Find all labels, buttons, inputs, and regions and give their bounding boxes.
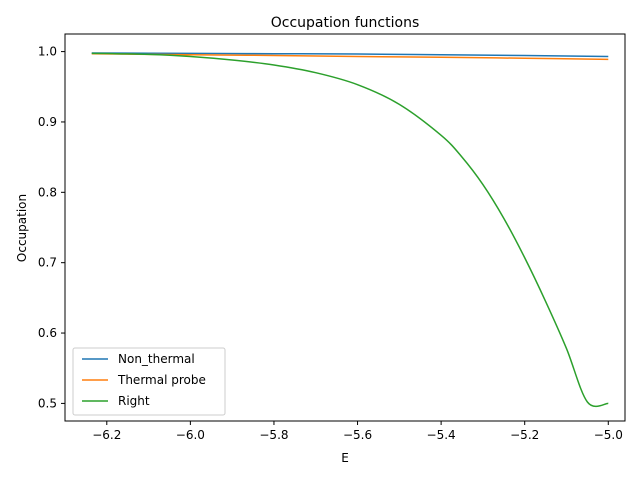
legend-label: Right <box>118 394 150 408</box>
x-axis-label: E <box>341 451 349 465</box>
x-tick-label: −6.0 <box>176 428 205 442</box>
y-tick-label: 0.5 <box>38 396 57 410</box>
y-axis-label: Occupation <box>15 194 29 262</box>
series-line-right <box>91 52 609 408</box>
series-line-non-thermal <box>91 52 609 58</box>
y-tick-label: 1.0 <box>38 45 57 59</box>
legend: Non_thermal Thermal probe Right <box>72 347 226 416</box>
x-tick-label: −5.8 <box>259 428 288 442</box>
x-tick-label: −5.6 <box>343 428 372 442</box>
x-tick-label: −5.0 <box>594 428 623 442</box>
series-line-thermal-probe <box>91 52 609 61</box>
y-tick-label: 0.9 <box>38 115 57 129</box>
x-tick-label: −6.2 <box>92 428 121 442</box>
legend-label: Non_thermal <box>118 352 195 366</box>
y-tick-label: 0.7 <box>38 256 57 270</box>
legend-label: Thermal probe <box>117 373 206 387</box>
x-tick-label: −5.2 <box>510 428 539 442</box>
chart-title: Occupation functions <box>271 15 420 31</box>
plot-area <box>91 52 609 408</box>
legend-box <box>72 347 226 416</box>
y-tick-label: 0.6 <box>38 326 57 340</box>
y-tick-label: 0.8 <box>38 185 57 199</box>
plot-frame <box>64 33 626 422</box>
x-tick-label: −5.4 <box>427 428 456 442</box>
